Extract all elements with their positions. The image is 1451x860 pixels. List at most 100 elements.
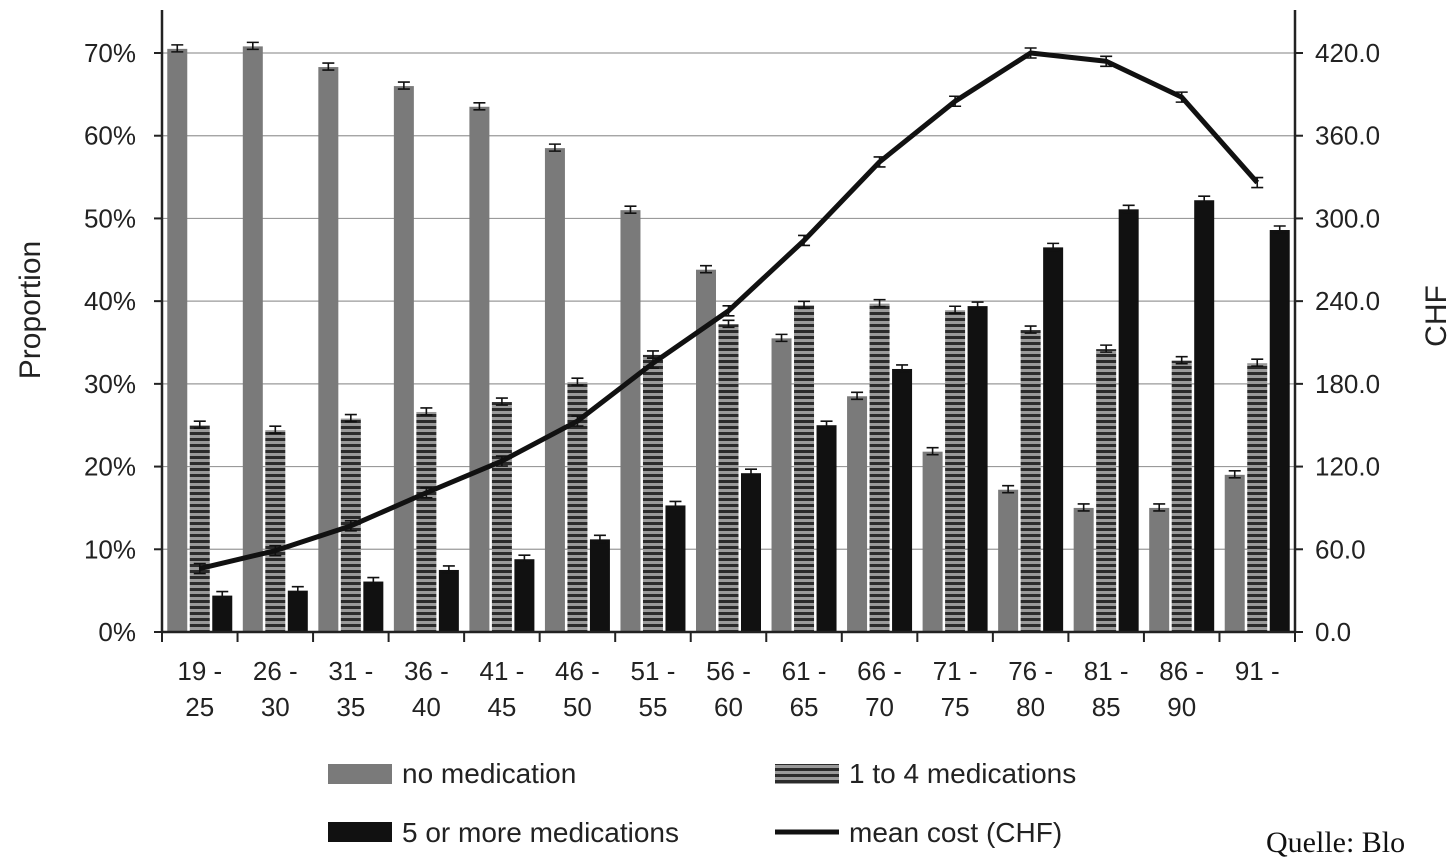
legend-swatch-5-or-more-medications bbox=[328, 822, 392, 842]
y-right-tick-label: 120.0 bbox=[1315, 452, 1380, 482]
bar-1-to-4-medications bbox=[189, 425, 210, 632]
bar-5-or-more-medications bbox=[1043, 247, 1064, 632]
error-bar bbox=[624, 205, 637, 214]
error-bar bbox=[322, 62, 335, 71]
error-bar bbox=[1251, 358, 1264, 367]
error-bar bbox=[571, 377, 584, 387]
bar-5-or-more-medications bbox=[1118, 209, 1139, 632]
mean-cost-error-bar bbox=[269, 544, 282, 557]
error-bar bbox=[722, 319, 735, 329]
bar-5-or-more-medications bbox=[363, 581, 384, 632]
x-tick-label: 19 - bbox=[177, 656, 222, 686]
x-tick-label: 55 bbox=[639, 692, 668, 722]
x-tick-label: 71 - bbox=[933, 656, 978, 686]
mean-cost-error-bar bbox=[873, 156, 886, 168]
bar-no-medication bbox=[242, 46, 263, 632]
bar-5-or-more-medications bbox=[212, 595, 233, 632]
y-right-tick-label: 420.0 bbox=[1315, 38, 1380, 68]
x-tick-label: 66 - bbox=[857, 656, 902, 686]
x-tick-label: 70 bbox=[865, 692, 894, 722]
y-left-tick-label: 30% bbox=[84, 369, 136, 399]
bar-5-or-more-medications bbox=[1194, 200, 1215, 632]
mean-cost-error-bar bbox=[646, 357, 659, 369]
bar-1-to-4-medications bbox=[1171, 360, 1192, 632]
error-bar bbox=[1153, 503, 1166, 512]
mean-cost-error-bar bbox=[1251, 176, 1264, 189]
x-tick-label: 86 - bbox=[1159, 656, 1204, 686]
x-tick-label: 40 bbox=[412, 692, 441, 722]
y-axis-left-title: Proportion bbox=[14, 241, 47, 379]
error-bar bbox=[171, 44, 184, 53]
legend-swatch-1-to-4-medications bbox=[775, 764, 839, 784]
y-right-tick-label: 60.0 bbox=[1315, 534, 1366, 564]
error-bar bbox=[971, 301, 984, 310]
mean-cost-error-bar bbox=[420, 486, 433, 499]
error-bar bbox=[798, 300, 811, 310]
mean-cost-error-bar bbox=[722, 304, 735, 317]
mean-cost-error-bar bbox=[949, 95, 962, 108]
legend-swatch-no-medication bbox=[328, 764, 392, 784]
error-bar bbox=[873, 298, 886, 308]
error-bar bbox=[745, 468, 757, 477]
error-bar bbox=[851, 391, 864, 401]
error-bar bbox=[926, 446, 939, 456]
bar-5-or-more-medications bbox=[287, 590, 308, 632]
y-right-tick-label: 240.0 bbox=[1315, 286, 1380, 316]
bar-no-medication bbox=[1224, 474, 1245, 632]
legend: no medication 1 to 4 medications 5 or mo… bbox=[328, 758, 1076, 848]
bar-5-or-more-medications bbox=[892, 368, 913, 632]
y-axis-right-title: CHF bbox=[1420, 285, 1451, 347]
x-tick-label: 50 bbox=[563, 692, 592, 722]
y-left-tick-label: 70% bbox=[84, 38, 136, 68]
error-bar bbox=[344, 413, 357, 423]
x-tick-label: 45 bbox=[487, 692, 516, 722]
error-bar bbox=[1198, 195, 1211, 205]
bars bbox=[167, 46, 1290, 633]
error-bar bbox=[397, 81, 410, 90]
legend-label-1-to-4-medications: 1 to 4 medications bbox=[849, 758, 1076, 789]
bar-1-to-4-medications bbox=[869, 303, 890, 632]
x-tick-label: 61 - bbox=[782, 656, 827, 686]
bar-1-to-4-medications bbox=[416, 411, 437, 632]
x-tick-label: 36 - bbox=[404, 656, 449, 686]
bar-1-to-4-medications bbox=[945, 310, 966, 632]
error-bar bbox=[1047, 242, 1060, 252]
source-note: Quelle: Blo bbox=[1266, 826, 1406, 859]
y-left-tick-label: 0% bbox=[98, 617, 136, 647]
tick-labels: 0% 0.0 10% 60.0 20% 120.0 30% 180.0 40% 240.0 50% 3… bbox=[84, 38, 1380, 722]
x-tick-label: 75 bbox=[941, 692, 970, 722]
error-bar bbox=[420, 407, 433, 416]
x-tick-label: 30 bbox=[261, 692, 290, 722]
mean-cost-error-bar bbox=[1024, 47, 1037, 59]
error-bar bbox=[896, 364, 909, 373]
legend-label-no-medication: no medication bbox=[402, 758, 576, 789]
bar-no-medication bbox=[620, 210, 641, 632]
x-tick-label: 51 - bbox=[631, 656, 676, 686]
error-bar bbox=[1077, 503, 1090, 512]
x-tick-label: 25 bbox=[185, 692, 214, 722]
error-bar bbox=[949, 305, 962, 315]
x-tick-label: 76 - bbox=[1008, 656, 1053, 686]
error-bar bbox=[246, 41, 259, 51]
mean-cost-error-bar bbox=[344, 520, 357, 532]
bar-1-to-4-medications bbox=[1247, 363, 1268, 632]
error-bar bbox=[367, 576, 380, 586]
x-tick-label: 31 - bbox=[328, 656, 373, 686]
x-tick-label: 65 bbox=[790, 692, 819, 722]
y-left-tick-label: 20% bbox=[84, 452, 136, 482]
bar-1-to-4-medications bbox=[567, 382, 588, 632]
x-tick-label: 80 bbox=[1016, 692, 1045, 722]
axes bbox=[154, 10, 1303, 642]
bar-1-to-4-medications bbox=[265, 430, 286, 632]
x-tick-label: 26 - bbox=[253, 656, 298, 686]
error-bar bbox=[473, 101, 486, 111]
error-bar bbox=[775, 333, 788, 343]
x-tick-label: 91 - bbox=[1235, 656, 1280, 686]
y-left-tick-label: 10% bbox=[84, 534, 136, 564]
error-bar bbox=[1122, 204, 1135, 214]
x-tick-label: 56 - bbox=[706, 656, 751, 686]
y-right-tick-label: 360.0 bbox=[1315, 121, 1380, 151]
error-bar bbox=[669, 500, 682, 510]
x-tick-label: 85 bbox=[1092, 692, 1121, 722]
error-bar bbox=[1228, 470, 1241, 479]
